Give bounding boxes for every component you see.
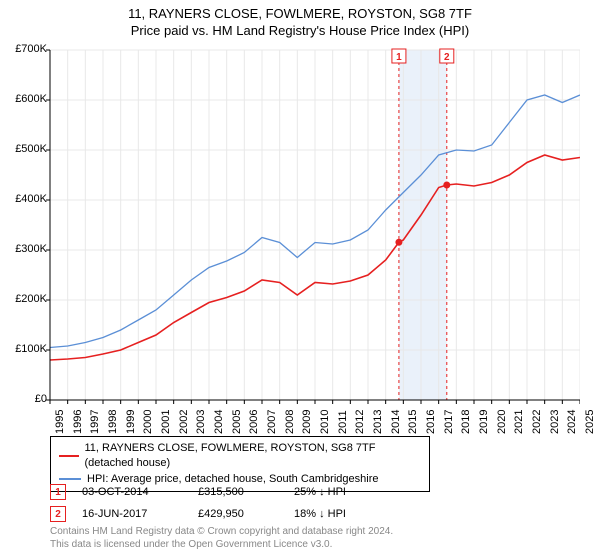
legend-item: 11, RAYNERS CLOSE, FOWLMERE, ROYSTON, SG…: [59, 441, 421, 472]
sales-table: 1 03-OCT-2014 £315,500 25% ↓ HPI 2 16-JUN-201…: [50, 484, 580, 528]
x-tick-label: 2024: [566, 410, 578, 434]
y-tick-label: £400K: [2, 193, 47, 205]
chart-svg: 12: [44, 48, 580, 408]
x-tick-label: 2011: [337, 410, 349, 434]
sale-marker-box: 2: [50, 506, 66, 522]
y-tick-label: £300K: [2, 243, 47, 255]
sale-date: 16-JUN-2017: [82, 508, 182, 520]
x-tick-label: 2014: [390, 410, 402, 434]
x-tick-label: 2016: [425, 410, 437, 434]
x-tick-label: 2013: [372, 410, 384, 434]
x-tick-label: 2017: [443, 410, 455, 434]
x-tick-label: 2001: [160, 410, 172, 434]
title-line-1: 11, RAYNERS CLOSE, FOWLMERE, ROYSTON, SG…: [0, 6, 600, 23]
x-tick-label: 2005: [231, 410, 243, 434]
x-tick-label: 1995: [54, 410, 66, 434]
x-tick-label: 2004: [213, 410, 225, 434]
sale-price: £429,950: [198, 508, 278, 520]
x-tick-label: 2006: [248, 410, 260, 434]
x-tick-label: 2023: [549, 410, 561, 434]
x-tick-label: 1996: [72, 410, 84, 434]
x-tick-label: 2007: [266, 410, 278, 434]
y-tick-label: £0: [2, 393, 47, 405]
legend-label: 11, RAYNERS CLOSE, FOWLMERE, ROYSTON, SG…: [85, 441, 422, 472]
sale-delta: 18% ↓ HPI: [294, 508, 384, 520]
footer-line-1: Contains HM Land Registry data © Crown c…: [50, 526, 393, 539]
footer-line-2: This data is licensed under the Open Gov…: [50, 539, 393, 552]
x-tick-label: 2010: [319, 410, 331, 434]
title-block: 11, RAYNERS CLOSE, FOWLMERE, ROYSTON, SG…: [0, 0, 600, 40]
y-tick-label: £600K: [2, 93, 47, 105]
x-tick-label: 1998: [107, 410, 119, 434]
x-tick-label: 2012: [354, 410, 366, 434]
sale-row: 1 03-OCT-2014 £315,500 25% ↓ HPI: [50, 484, 580, 500]
x-tick-label: 2002: [178, 410, 190, 434]
sale-price: £315,500: [198, 486, 278, 498]
x-tick-label: 2020: [496, 410, 508, 434]
x-tick-label: 2003: [195, 410, 207, 434]
x-tick-label: 2021: [513, 410, 525, 434]
chart-area: 12: [50, 50, 580, 400]
y-tick-label: £200K: [2, 293, 47, 305]
x-tick-label: 2009: [301, 410, 313, 434]
chart-container: 11, RAYNERS CLOSE, FOWLMERE, ROYSTON, SG…: [0, 0, 600, 560]
y-tick-label: £100K: [2, 343, 47, 355]
footer: Contains HM Land Registry data © Crown c…: [50, 526, 393, 551]
x-tick-label: 2008: [284, 410, 296, 434]
x-tick-label: 2000: [142, 410, 154, 434]
svg-text:2: 2: [444, 52, 450, 63]
x-tick-label: 1997: [89, 410, 101, 434]
legend-swatch: [59, 478, 81, 480]
sale-delta: 25% ↓ HPI: [294, 486, 384, 498]
x-tick-label: 1999: [125, 410, 137, 434]
x-tick-label: 2019: [478, 410, 490, 434]
svg-text:1: 1: [396, 52, 402, 63]
y-tick-label: £700K: [2, 43, 47, 55]
sale-date: 03-OCT-2014: [82, 486, 182, 498]
x-tick-label: 2018: [460, 410, 472, 434]
x-tick-label: 2015: [407, 410, 419, 434]
legend-swatch: [59, 455, 79, 457]
sale-row: 2 16-JUN-2017 £429,950 18% ↓ HPI: [50, 506, 580, 522]
title-line-2: Price paid vs. HM Land Registry's House …: [0, 23, 600, 40]
y-tick-label: £500K: [2, 143, 47, 155]
x-tick-label: 2025: [584, 410, 596, 434]
sale-marker-box: 1: [50, 484, 66, 500]
x-tick-label: 2022: [531, 410, 543, 434]
